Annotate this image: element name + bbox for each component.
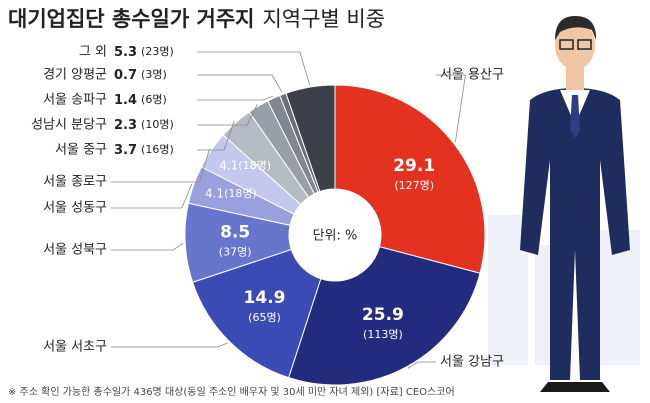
value-label: 5.3	[114, 45, 137, 60]
value-group: 2.3 (10명)	[114, 118, 174, 133]
footnote: ※ 주소 확인 가능한 총수일가 436명 대상(동일 주소인 배우자 및 30…	[8, 386, 455, 398]
category-label: 서울 성북구	[43, 243, 107, 258]
person-illustration	[520, 16, 630, 392]
leader-line	[436, 74, 466, 143]
count-label: (113명)	[363, 328, 403, 341]
count-label: (16명)	[141, 143, 174, 156]
category-label: 서울 성동구	[43, 201, 107, 216]
count-label: (127명)	[394, 179, 434, 192]
leader-line	[111, 242, 184, 251]
title: 대기업집단 총수일가 거주지	[8, 7, 254, 31]
donut-hole	[289, 189, 381, 281]
category-label: 서울 송파구	[43, 93, 107, 108]
count-label: (65명)	[248, 311, 281, 324]
category-label: 서울 강남구	[440, 355, 504, 370]
value-label: 1.4	[114, 93, 137, 108]
count-label: (3명)	[141, 68, 167, 81]
leader-line	[407, 361, 436, 369]
category-label: 성남시 분당구	[31, 118, 107, 133]
count-label: (23명)	[141, 45, 174, 58]
category-label: 경기 양평군	[43, 68, 107, 83]
value-label: 8.5	[220, 222, 250, 242]
value-label: 25.9	[362, 305, 404, 325]
category-label: 서울 서초구	[43, 340, 107, 355]
category-label: 그 외	[79, 45, 107, 60]
chart-title: 대기업집단 총수일가 거주지 지역구별 비중	[8, 7, 385, 31]
value-label: 4.1	[219, 159, 238, 173]
category-label: 서울 중구	[55, 143, 107, 158]
value-group: 0.7 (3명)	[114, 68, 167, 83]
value-group: 3.7 (16명)	[114, 143, 174, 158]
leader-line	[197, 74, 283, 93]
value-group: 1.4 (6명)	[114, 93, 167, 108]
leader-line	[111, 183, 193, 209]
category-label: 서울 종로구	[43, 175, 107, 190]
value-label: 3.7	[114, 143, 137, 158]
leader-line	[197, 51, 311, 86]
count-label: (18명)	[238, 159, 271, 172]
leader-line	[111, 149, 210, 183]
value-label: 0.7	[114, 68, 137, 83]
leader-line	[197, 104, 258, 126]
value-label: 29.1	[393, 156, 435, 176]
leader-line	[197, 95, 274, 101]
count-label: (37명)	[219, 245, 252, 258]
leader-line	[197, 121, 235, 151]
value-label: 14.9	[244, 288, 286, 308]
count-label: (6명)	[141, 93, 167, 106]
count-label: (10명)	[141, 118, 174, 131]
category-label: 서울 용산구	[440, 68, 504, 83]
value-label: 2.3	[114, 118, 137, 133]
center-label: 단위: %	[313, 229, 358, 244]
leader-line	[111, 342, 229, 348]
count-label: (18명)	[224, 187, 257, 200]
value-label: 4.1	[205, 187, 224, 201]
value-group: 5.3 (23명)	[114, 45, 174, 60]
subtitle: 지역구별 비중	[262, 7, 385, 31]
